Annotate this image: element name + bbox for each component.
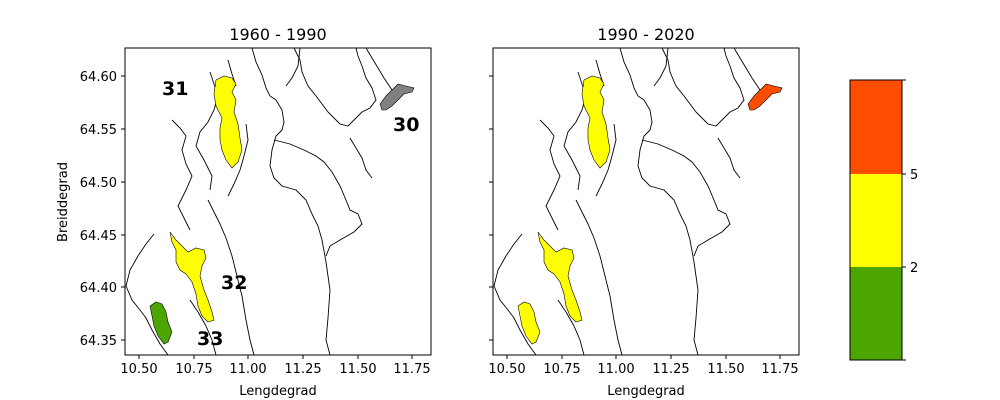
y-tick-left-2: 64.45 — [80, 229, 125, 244]
x-tick-label-right-0: 10.50 — [488, 362, 525, 377]
region-31-left — [213, 75, 243, 169]
x-tick-label-right-4: 11.50 — [707, 362, 744, 377]
y-tick-label-left-1: 64.40 — [80, 281, 117, 296]
x-tick-label-left-1: 10.75 — [175, 362, 212, 377]
region-30-left — [379, 83, 415, 111]
region-32-right — [537, 231, 583, 323]
x-tick-label-left-4: 11.50 — [339, 362, 376, 377]
x-tick-left-1: 10.75 — [175, 355, 213, 377]
x-tick-label-right-3: 11.25 — [652, 362, 689, 377]
x-tick-label-right-2: 11.00 — [597, 362, 634, 377]
y-axis-right — [489, 75, 493, 341]
panel-1990-2020: 1990 - 2020 10.50 10.75 11.00 — [488, 25, 800, 399]
x-tick-right-4: 11.50 — [707, 355, 745, 377]
region-33-left — [149, 301, 173, 345]
x-tick-left-4: 11.50 — [339, 355, 377, 377]
x-tick-right-2: 11.00 — [597, 355, 635, 377]
x-tick-right-5: 11.75 — [761, 355, 799, 377]
colorbar-bin-high — [850, 80, 902, 174]
region-30-right — [747, 83, 783, 111]
y-tick-label-left-0: 64.35 — [80, 334, 117, 349]
colorbar: 5 2 — [849, 79, 918, 361]
y-axis-label-left: Breiddegrad — [56, 162, 71, 242]
colorbar-bin-mid — [850, 174, 902, 267]
x-tick-label-left-3: 11.25 — [284, 362, 321, 377]
axes-frame-left — [124, 47, 432, 356]
y-tick-left-4: 64.55 — [80, 123, 125, 138]
x-axis-label-left: Lengdegrad — [239, 384, 317, 399]
y-tick-label-left-5: 64.60 — [80, 70, 117, 85]
x-tick-label-left-2: 11.00 — [229, 362, 266, 377]
region-label-33: 33 — [197, 328, 223, 350]
region-label-30: 30 — [393, 114, 419, 136]
x-tick-left-0: 10.50 — [120, 355, 158, 377]
region-33-right — [517, 301, 541, 345]
y-tick-left-1: 64.40 — [80, 281, 125, 296]
x-tick-right-3: 11.25 — [652, 355, 690, 377]
x-tick-label-left-5: 11.75 — [393, 362, 430, 377]
x-tick-label-right-1: 10.75 — [543, 362, 580, 377]
colorbar-tick-label-5: 5 — [910, 168, 918, 183]
y-tick-label-left-4: 64.55 — [80, 123, 117, 138]
region-32-left — [169, 231, 215, 323]
region-31-right — [581, 75, 611, 169]
y-tick-left-3: 64.50 — [80, 176, 125, 191]
colorbar-tick-label-2: 2 — [910, 261, 918, 276]
x-axis-left: 10.50 10.75 11.00 11.25 11.50 11.75 — [120, 355, 431, 377]
x-axis-label-right: Lengdegrad — [607, 384, 685, 399]
region-label-31: 31 — [162, 78, 188, 100]
x-tick-label-left-0: 10.50 — [120, 362, 157, 377]
x-tick-right-1: 10.75 — [543, 355, 581, 377]
x-axis-right: 10.50 10.75 11.00 11.25 11.50 11.75 — [488, 355, 799, 377]
panel-title-left: 1960 - 1990 — [229, 25, 326, 44]
y-tick-left-5: 64.60 — [80, 70, 125, 85]
panel-title-right: 1990 - 2020 — [597, 25, 694, 44]
x-tick-left-2: 11.00 — [229, 355, 267, 377]
x-tick-label-right-5: 11.75 — [761, 362, 798, 377]
y-tick-label-left-3: 64.50 — [80, 176, 117, 191]
y-tick-left-0: 64.35 — [80, 334, 125, 349]
x-tick-left-3: 11.25 — [284, 355, 322, 377]
axes-frame-right — [492, 47, 800, 356]
region-label-32: 32 — [221, 272, 247, 294]
y-tick-label-left-2: 64.45 — [80, 229, 117, 244]
colorbar-frame — [849, 79, 903, 361]
x-tick-left-5: 11.75 — [393, 355, 431, 377]
y-axis-left: 64.35 64.40 64.45 64.50 64.55 64.60 — [80, 70, 125, 349]
coastline-right — [493, 47, 767, 356]
colorbar-bin-low — [850, 267, 902, 360]
x-tick-right-0: 10.50 — [488, 355, 526, 377]
panel-1960-1990: 1960 - 1990 31 30 32 33 10.50 — [56, 25, 432, 399]
